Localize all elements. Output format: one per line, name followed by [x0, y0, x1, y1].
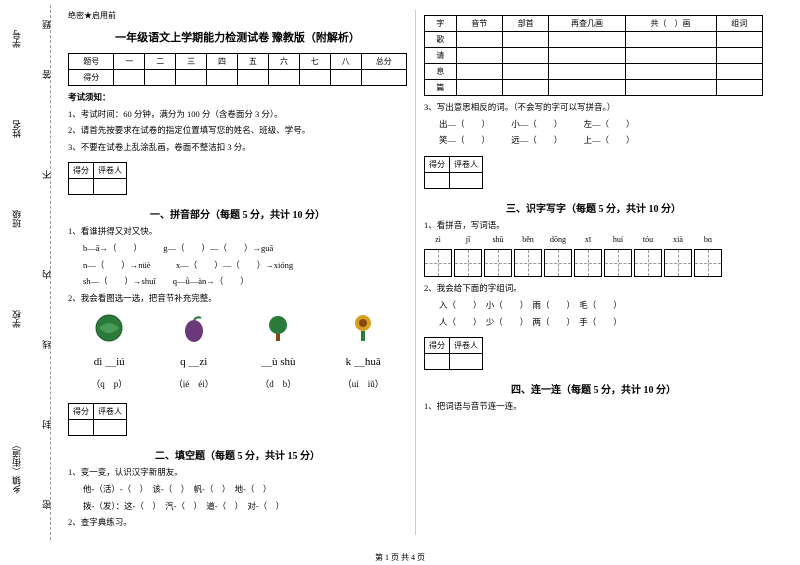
- opposite-1: 出—（ ） 小—（ ） 左—（ ）: [424, 118, 763, 132]
- section-4-title: 四、连一连（每题 5 分，共计 10 分）: [424, 381, 763, 396]
- seal-marker-5: 封: [40, 420, 53, 429]
- seal-marker-6: 密: [40, 500, 53, 509]
- section-3-title: 三、识字写字（每题 5 分，共计 10 分）: [424, 200, 763, 215]
- page-container: 学号 姓名 班级 学校 乡镇（街道） 题 答 不 内 线 封 密 绝密★启用前 …: [0, 0, 800, 545]
- char-write-box[interactable]: [604, 249, 632, 277]
- s3-intro: 3、写出意思相反的词。（不会写的字可以写拼音。）: [424, 101, 763, 115]
- picture-icon-row: dì ＿iú（q p） q ＿zi（ié éi） ＿ù shù（d b） k ＿huā…: [68, 313, 407, 390]
- grader-box-2: 得分评卷人: [68, 403, 148, 436]
- grader-person: 评卷人: [94, 163, 127, 179]
- char-write-box[interactable]: [544, 249, 572, 277]
- s2-line-1: 他-（活）-（ ） 该-（ ） 帆-（ ） 地-（ ）: [68, 483, 407, 497]
- char-write-box[interactable]: [424, 249, 452, 277]
- char-write-box[interactable]: [694, 249, 722, 277]
- pinyin-line-2: n—（ ）→nüè x—（ ）—（ ）→xióng: [68, 259, 407, 273]
- picture-item: q ＿zi（ié éi）: [174, 313, 214, 390]
- seal-marker-1: 答: [40, 70, 53, 79]
- score-summary-table: 题号一二三四五六七八总分 得分: [68, 53, 407, 86]
- s2-q2: 2、查字典练习。: [68, 516, 407, 530]
- char-write-box[interactable]: [484, 249, 512, 277]
- s2-line-2: 拨-（发）：这-（ ） 汽-（ ） 道-（ ） 对-（ ）: [68, 500, 407, 514]
- left-column: 绝密★启用前 一年级语文上学期能力检测试卷 豫教版（附解析） 题号一二三四五六七…: [60, 0, 415, 545]
- s1-q2: 2、我会看图选一选，把音节补充完整。: [68, 292, 407, 306]
- seal-marker-3: 内: [40, 270, 53, 279]
- sidebar-label-banji: 班级: [10, 210, 23, 228]
- pinyin-label-row: zìjǐshūběndōngxīhuítóuxiàbɑ: [424, 235, 763, 244]
- pinyin-line-1: b—ā→（ ） g—（ ）—（ ）→guā: [68, 242, 407, 256]
- grader-score: 得分: [69, 404, 94, 420]
- dictionary-table: 字音节部首再查几画共（ ）画组词 歌请息篇: [424, 15, 763, 96]
- notice-1: 1、考试时间：60 分钟，满分为 100 分（含卷面分 3 分）。: [68, 108, 407, 122]
- seal-marker-2: 不: [40, 170, 53, 179]
- sidebar-label-xuehao: 学号: [10, 30, 23, 48]
- char-write-box[interactable]: [634, 249, 662, 277]
- opposite-2: 笑—（ ） 远—（ ） 上—（ ）: [424, 134, 763, 148]
- sidebar-label-xuexiao: 学校: [10, 310, 23, 328]
- char-write-box[interactable]: [664, 249, 692, 277]
- page-footer: 第 1 页 共 4 页: [0, 552, 800, 563]
- exam-title: 一年级语文上学期能力检测试卷 豫教版（附解析）: [68, 29, 407, 45]
- word-group-1: 入（ ） 小（ ） 雨（ ） 毛（ ）: [424, 299, 763, 313]
- s2-q1: 1、变一变，认识汉字新朋友。: [68, 466, 407, 480]
- binding-sidebar: 学号 姓名 班级 学校 乡镇（街道） 题 答 不 内 线 封 密: [0, 0, 60, 545]
- s3-q2: 2、我会给下面的字组词。: [424, 282, 763, 296]
- grader-box-4: 得分评卷人: [424, 337, 504, 370]
- grader-person: 评卷人: [94, 404, 127, 420]
- notice-2: 2、请首先按要求在试卷的指定位置填写您的姓名、班级、学号。: [68, 124, 407, 138]
- grader-person: 评卷人: [450, 156, 483, 172]
- grader-person: 评卷人: [450, 338, 483, 354]
- seal-marker-4: 线: [40, 340, 53, 349]
- char-write-box[interactable]: [574, 249, 602, 277]
- section-2-title: 二、填空题（每题 5 分，共计 15 分）: [68, 447, 407, 462]
- grader-score: 得分: [425, 338, 450, 354]
- character-write-grid: [424, 249, 763, 277]
- picture-item: dì ＿iú（q p）: [91, 313, 127, 390]
- picture-item: k ＿huā（uí iǔ）: [343, 313, 384, 390]
- notice-3: 3、不要在试卷上乱涂乱画，卷面不整洁扣 3 分。: [68, 141, 407, 155]
- sidebar-label-xiangzhen: 乡镇（街道）: [10, 440, 23, 494]
- picture-item: ＿ù shù（d b）: [260, 313, 296, 390]
- grader-box-3: 得分评卷人: [424, 156, 504, 189]
- s1-q1: 1、看谁拼得又对又快。: [68, 225, 407, 239]
- notice-title: 考试须知：: [68, 91, 407, 105]
- pinyin-line-3: sh—（ ）→shuǐ q—ǜ—àn→（ ）: [68, 275, 407, 289]
- right-column: 字音节部首再查几画共（ ）画组词 歌请息篇 3、写出意思相反的词。（不会写的字可…: [416, 0, 771, 545]
- confidential-label: 绝密★启用前: [68, 10, 407, 21]
- char-write-box[interactable]: [514, 249, 542, 277]
- s4-q1: 1、把词语与音节连一连。: [424, 400, 763, 414]
- grader-box-1: 得分评卷人: [68, 162, 148, 195]
- seal-marker-0: 题: [40, 20, 53, 29]
- grader-score: 得分: [425, 156, 450, 172]
- sidebar-label-xingming: 姓名: [10, 120, 23, 138]
- char-write-box[interactable]: [454, 249, 482, 277]
- grader-score: 得分: [69, 163, 94, 179]
- section-1-title: 一、拼音部分（每题 5 分，共计 10 分）: [68, 206, 407, 221]
- s3-q1: 1、看拼音，写词语。: [424, 219, 763, 233]
- word-group-2: 人（ ） 少（ ） 两（ ） 手（ ）: [424, 316, 763, 330]
